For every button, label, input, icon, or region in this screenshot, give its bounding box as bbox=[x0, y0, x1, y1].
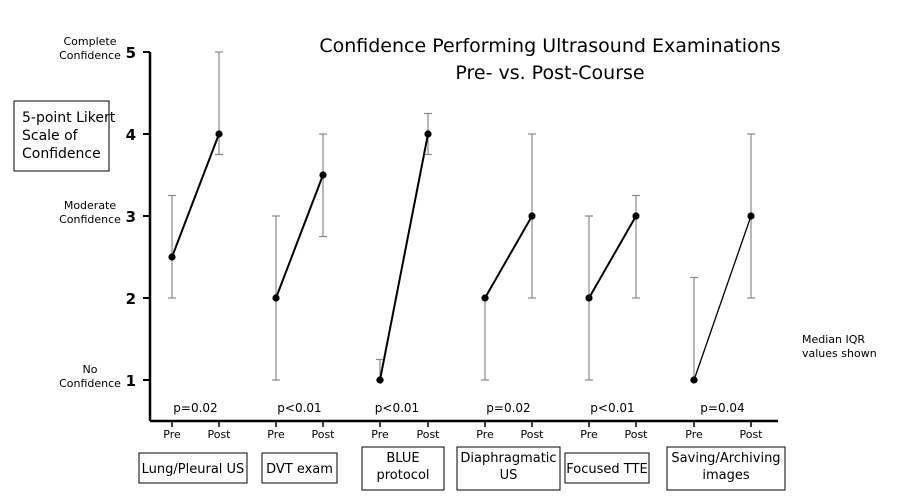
y-axis-label-box: 5-point Likert Scale of Confidence bbox=[13, 100, 116, 172]
y-tick-descriptor: Confidence bbox=[59, 213, 121, 226]
y-tick-label: 2 bbox=[126, 290, 136, 308]
post-median-point bbox=[319, 171, 327, 179]
pre-label: Pre bbox=[476, 428, 494, 441]
post-median-point bbox=[215, 130, 223, 138]
median-connector-line bbox=[171, 133, 220, 258]
pre-median-point bbox=[585, 294, 593, 302]
group-6: p=0.04 Pre Post Saving/Archiving images bbox=[666, 133, 786, 491]
pre-median-point bbox=[481, 294, 489, 302]
p-value-label: p=0.02 bbox=[173, 401, 217, 415]
median-connector-line bbox=[275, 174, 324, 299]
note-line: Median IQR bbox=[802, 333, 865, 346]
group-label-line: Lung/Pleural US bbox=[142, 462, 245, 477]
pre-median-point bbox=[690, 376, 698, 384]
group-label-frame bbox=[666, 446, 786, 491]
post-label: Post bbox=[207, 428, 231, 441]
pre-label: Pre bbox=[163, 428, 181, 441]
median-connector-line bbox=[484, 215, 533, 299]
p-value-label: p=0.04 bbox=[700, 401, 744, 415]
post-label: Post bbox=[739, 428, 763, 441]
chart-title: Confidence Performing Ultrasound Examina… bbox=[319, 35, 780, 57]
pre-median-point bbox=[272, 294, 280, 302]
group-label-line: Diaphragmatic bbox=[460, 451, 556, 466]
chart-title-group: Confidence Performing Ultrasound Examina… bbox=[319, 35, 780, 84]
p-value-label: p<0.01 bbox=[375, 401, 419, 415]
groups: p=0.02 Pre Post Lung/Pleural US p<0.01 Pre Pos… bbox=[138, 51, 786, 491]
group-2: p<0.01 Pre Post DVT exam bbox=[261, 133, 338, 484]
median-connector-line bbox=[588, 215, 637, 299]
group-label-line: Focused TTE bbox=[566, 462, 647, 477]
group-label-line: images bbox=[702, 468, 749, 483]
y-tick-descriptor: No bbox=[83, 363, 98, 376]
group-label-line: protocol bbox=[376, 468, 429, 483]
pre-median-point bbox=[168, 253, 176, 261]
group-label-line: Saving/Archiving bbox=[671, 451, 780, 466]
post-median-point bbox=[747, 212, 755, 220]
pre-label: Pre bbox=[685, 428, 703, 441]
group-label-frame bbox=[138, 452, 248, 484]
y-tick-label: 1 bbox=[126, 372, 136, 390]
axes: 12345CompleteConfidenceModerateConfidenc… bbox=[59, 35, 778, 423]
group-label-line: BLUE bbox=[386, 451, 419, 466]
y-tick-descriptor: Confidence bbox=[59, 377, 121, 390]
y-tick-descriptor: Complete bbox=[63, 35, 116, 48]
y-tick-descriptor: Confidence bbox=[59, 49, 121, 62]
post-median-point bbox=[528, 212, 536, 220]
group-label-frame bbox=[456, 446, 561, 491]
group-label-frame bbox=[361, 446, 445, 491]
p-value-label: p<0.01 bbox=[590, 401, 634, 415]
pre-label: Pre bbox=[580, 428, 598, 441]
post-label: Post bbox=[311, 428, 335, 441]
p-value-label: p<0.01 bbox=[277, 401, 321, 415]
note-line: values shown bbox=[802, 347, 877, 360]
group-5: p<0.01 Pre Post Focused TTE bbox=[564, 194, 650, 484]
y-axis-label-line: Scale of bbox=[22, 128, 79, 144]
y-tick-label: 3 bbox=[126, 208, 136, 226]
group-label-frame bbox=[261, 452, 338, 484]
y-axis-label-line: Confidence bbox=[22, 146, 101, 162]
y-axis-label-frame bbox=[13, 100, 110, 172]
group-4: p=0.02 Pre Post Diaphragmatic US bbox=[456, 133, 561, 491]
group-label-line: US bbox=[500, 468, 518, 483]
median-connector-line bbox=[693, 215, 752, 381]
chart-subtitle: Pre- vs. Post-Course bbox=[455, 62, 644, 84]
y-tick-label: 5 bbox=[126, 44, 136, 62]
pre-label: Pre bbox=[371, 428, 389, 441]
post-label: Post bbox=[624, 428, 648, 441]
pre-label: Pre bbox=[267, 428, 285, 441]
y-axis-label-line: 5-point Likert bbox=[22, 110, 116, 126]
y-tick-label: 4 bbox=[126, 126, 136, 144]
post-label: Post bbox=[416, 428, 440, 441]
post-median-point bbox=[632, 212, 640, 220]
p-value-label: p=0.02 bbox=[486, 401, 530, 415]
group-3: p<0.01 Pre Post BLUE protocol bbox=[361, 112, 445, 491]
pre-median-point bbox=[376, 376, 384, 384]
post-median-point bbox=[424, 130, 432, 138]
post-label: Post bbox=[520, 428, 544, 441]
group-label-frame bbox=[564, 452, 650, 484]
median-connector-line bbox=[379, 133, 429, 381]
y-tick-descriptor: Moderate bbox=[64, 199, 117, 212]
group-label-line: DVT exam bbox=[266, 462, 333, 477]
group-1: p=0.02 Pre Post Lung/Pleural US bbox=[138, 51, 248, 484]
